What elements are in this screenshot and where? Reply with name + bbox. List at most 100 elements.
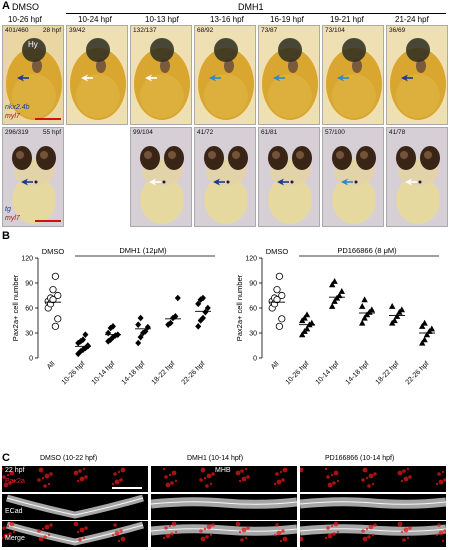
panel-b-letter: B	[2, 230, 10, 242]
embryo-drawing-row2-2	[204, 146, 248, 224]
panel-a-letter: A	[2, 0, 10, 12]
stage-header-4: 16-19 hpf	[270, 15, 304, 24]
point-0-0-7	[49, 296, 57, 304]
micro-drawing-r2-c2	[300, 521, 446, 543]
point-0-0-9	[54, 291, 62, 300]
point-1-0-7	[273, 296, 281, 304]
point-1-1-7	[303, 311, 311, 318]
point-1-2-3	[336, 292, 343, 299]
point-0-4-1	[167, 319, 174, 327]
micro-drawing-r1-c2	[300, 497, 446, 509]
row-label-pax2a: Pax2a	[5, 478, 25, 485]
bracket-left-1: DMSO	[266, 247, 289, 256]
micro-drawing-r1-c1	[151, 497, 297, 509]
point-1-3-0	[359, 319, 366, 326]
xcat-0-4: 18-22 hpf	[151, 360, 177, 386]
embryo-image-row2-2: 41/72	[194, 127, 256, 227]
ytick-label-1-2: 60	[249, 306, 257, 313]
point-1-3-5	[359, 303, 366, 309]
point-1-1-2	[303, 325, 311, 332]
col-label-dmh1: DMH1 (10-14 hpf)	[187, 455, 244, 462]
embryo-image-row1-1: 39/42	[66, 25, 128, 125]
point-0-5-7	[200, 294, 206, 302]
point-1-1-4	[308, 319, 315, 326]
embryo-drawing-row2-0	[12, 146, 56, 224]
embryo-drawing-row2-5	[396, 146, 440, 224]
point-1-4-1	[391, 317, 398, 324]
dmh1-header: DMH1	[238, 2, 264, 12]
micro-r0-c1	[151, 466, 297, 492]
micro-r0-c2	[300, 466, 446, 492]
xcat-0-5: 22-26 hpf	[181, 360, 207, 386]
embryo-drawing-row1-4	[262, 38, 318, 120]
panel-c-letter: C	[2, 452, 10, 464]
count-row2-4: 57/100	[325, 129, 345, 136]
count-row1-1: 39/42	[69, 27, 86, 34]
embryo-image-row2-4: 57/100	[322, 127, 384, 227]
count-row2-2: 41/72	[197, 129, 214, 136]
ytick-label-0-1: 30	[25, 331, 33, 338]
point-1-4-4	[398, 306, 405, 313]
point-1-5-0	[419, 339, 426, 346]
point-0-3-5	[135, 321, 142, 328]
embryo-drawing-row2-4	[332, 146, 376, 224]
point-1-5-2	[423, 331, 431, 338]
point-1-2-1	[331, 298, 338, 304]
gene-label-nkx: nkx2.4b	[5, 104, 30, 111]
col-label-dmso: DMSO (10-22 hpf)	[40, 455, 98, 462]
embryo-drawing-row1-3	[198, 38, 254, 120]
stage-header-1: 10-24 hpf	[78, 15, 112, 24]
xcat-1-4: 18-22 hpf	[375, 360, 401, 386]
stage-header-3: 13-16 hpf	[210, 15, 244, 24]
gene-label-myl7-row2: myl7	[5, 215, 20, 222]
stage-header-6: 21-24 hpf	[395, 15, 429, 24]
micro-drawing-r0-c1	[162, 467, 288, 488]
row-label-merge: Merge	[5, 535, 25, 542]
ytick-label-0-0: 0	[29, 356, 33, 363]
ytick-label-1-4: 120	[245, 256, 257, 263]
scale-bar-row2	[35, 220, 61, 222]
point-1-5-5	[419, 323, 426, 329]
count-row2-5: 41/78	[389, 129, 406, 136]
embryo-image-row1-4: 73/87	[258, 25, 320, 125]
row-label-ecad: ECad	[5, 508, 23, 515]
embryo-drawing-row1-2	[134, 38, 190, 120]
embryo-image-row1-5: 73/104	[322, 25, 384, 125]
point-1-0-3	[275, 322, 283, 330]
xcat-1-3: 14-18 hpf	[345, 360, 371, 386]
embryo-image-row1-2: 132/137	[130, 25, 192, 125]
stage-label-row1: 28 hpf	[42, 27, 61, 34]
point-1-1-0	[299, 331, 306, 338]
count-row1-4: 73/87	[261, 27, 278, 34]
gene-label-myl7-row1: myl7	[5, 113, 20, 120]
micro-drawing-r0-c0	[2, 467, 126, 488]
count-row2-0: 296/319	[5, 129, 29, 136]
count-row1-3: 68/92	[197, 27, 214, 34]
scale-bar-row1	[35, 118, 61, 120]
point-0-0-3	[51, 322, 60, 330]
embryo-image-row2-5: 41/78	[386, 127, 448, 227]
row-label-22hpf: 22 hpf	[5, 467, 25, 474]
xcat-0-1: 10-26 hpf	[61, 360, 87, 386]
micro-drawing-r0-c2	[300, 467, 446, 488]
point-1-0-4	[278, 315, 286, 323]
point-0-0-4	[54, 315, 62, 323]
xcat-1-1: 10-26 hpf	[285, 360, 311, 386]
count-row1-6: 36/69	[389, 27, 406, 34]
point-0-5-0	[195, 323, 202, 330]
point-0-5-4	[204, 304, 211, 312]
gene-label-tg: tg	[5, 206, 11, 213]
ytick-label-1-3: 90	[249, 281, 257, 288]
embryo-drawing-row2-1	[140, 146, 184, 224]
ytick-label-0-2: 60	[25, 306, 33, 313]
col-label-pd: PD166866 (10-14 hpf)	[325, 455, 395, 462]
micro-drawing-r1-c0	[6, 494, 144, 519]
xcat-0-2: 10-14 hpf	[91, 360, 117, 386]
point-0-0-8	[51, 272, 60, 280]
xcat-1-2: 10-14 hpf	[315, 360, 341, 386]
count-row1-5: 73/104	[325, 27, 345, 34]
ytick-label-1-1: 30	[249, 331, 257, 338]
micro-r2-c1	[151, 521, 297, 547]
ytick-label-1-0: 0	[253, 356, 257, 363]
point-0-3-0	[135, 339, 142, 347]
